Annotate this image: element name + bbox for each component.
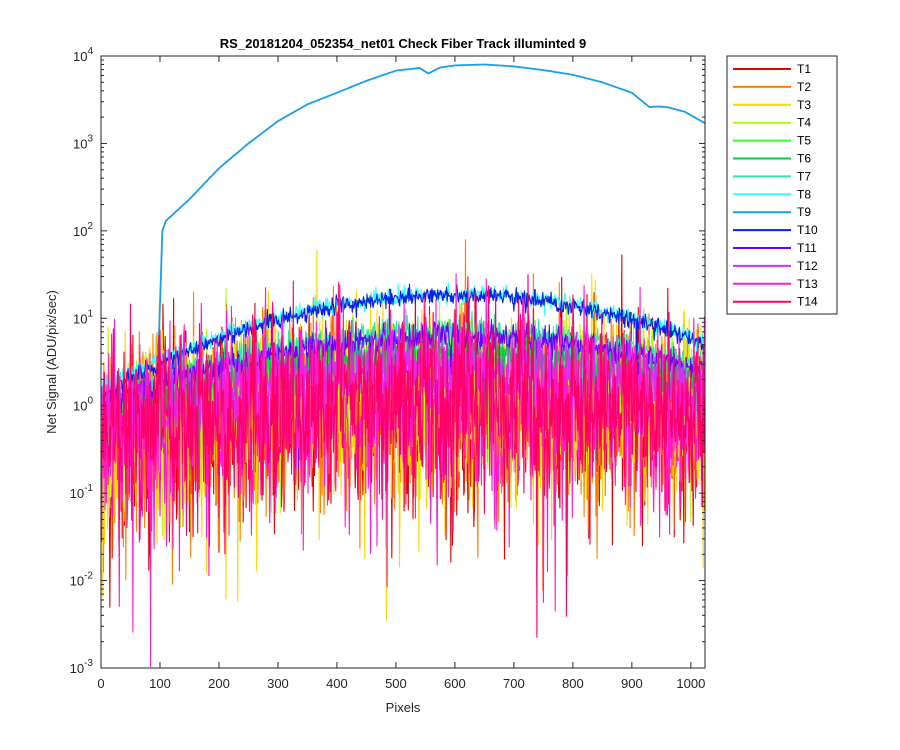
y-tick-exponent: 2 <box>87 221 93 232</box>
x-tick-label: 400 <box>326 676 348 691</box>
legend-box <box>726 55 838 315</box>
y-tick-base: 10 <box>73 224 87 239</box>
y-tick-label: 101 <box>73 308 93 326</box>
y-tick-base: 10 <box>73 49 87 64</box>
y-tick-base: 10 <box>73 136 87 151</box>
legend-label-t10: T10 <box>797 223 818 237</box>
tick-layer: 0 100 200 300 400 500 600 700 800 900 100010-310-2… <box>70 46 706 691</box>
legend-label-t14: T14 <box>797 295 818 309</box>
legend-label-t11: T11 <box>797 241 817 255</box>
x-tick-label: 0 <box>97 676 104 691</box>
y-tick-base: 10 <box>70 486 84 501</box>
legend-label-t9: T9 <box>797 205 811 219</box>
legend-label-t6: T6 <box>797 152 811 166</box>
y-tick-base: 10 <box>70 574 84 589</box>
x-tick-label: 700 <box>503 676 525 691</box>
y-tick-exponent: -1 <box>84 483 93 494</box>
x-tick-label: 900 <box>621 676 643 691</box>
y-tick-label: 103 <box>73 133 93 151</box>
y-tick-label: 104 <box>73 46 93 64</box>
legend-label-t2: T2 <box>797 80 811 94</box>
y-tick-exponent: 0 <box>87 396 93 407</box>
legend: T1 T2 T3 T4 T5 T6 T7 T8 T9 T10 T11 T12 T13 T14 <box>726 55 838 315</box>
y-tick-label: 10-2 <box>70 571 94 589</box>
y-axis-label: Net Signal (ADU/pix/sec) <box>44 290 59 434</box>
legend-label-t8: T8 <box>797 187 811 201</box>
y-tick-base: 10 <box>73 399 87 414</box>
legend-label-t1: T1 <box>797 62 811 76</box>
y-tick-exponent: 4 <box>87 46 93 57</box>
y-tick-exponent: 3 <box>87 133 93 144</box>
legend-label-t4: T4 <box>797 116 811 130</box>
y-tick-base: 10 <box>70 661 84 676</box>
legend-label-t12: T12 <box>797 259 818 273</box>
y-tick-label: 10-1 <box>70 483 94 501</box>
x-tick-label: 100 <box>149 676 171 691</box>
x-tick-label: 300 <box>267 676 289 691</box>
x-tick-label: 600 <box>444 676 466 691</box>
legend-label-t5: T5 <box>797 134 811 148</box>
x-tick-label: 800 <box>562 676 584 691</box>
x-tick-label: 1000 <box>676 676 705 691</box>
y-tick-label: 102 <box>73 221 93 239</box>
y-tick-base: 10 <box>73 311 87 326</box>
legend-label-t7: T7 <box>797 169 811 183</box>
y-tick-exponent: -3 <box>84 658 93 669</box>
legend-label-t3: T3 <box>797 98 811 112</box>
legend-label-t13: T13 <box>797 277 818 291</box>
x-axis-label: Pixels <box>386 700 421 715</box>
series-layer <box>101 63 705 668</box>
y-tick-exponent: 1 <box>87 308 93 319</box>
x-tick-label: 500 <box>385 676 407 691</box>
x-tick-label: 200 <box>208 676 230 691</box>
series-line-t9 <box>101 63 705 405</box>
series-line-t14 <box>101 274 705 638</box>
y-tick-exponent: -2 <box>84 571 93 582</box>
axes-box <box>100 55 706 669</box>
y-tick-label: 100 <box>73 396 93 414</box>
y-tick-label: 10-3 <box>70 658 94 676</box>
chart-title: RS_20181204_052354_net01 Check Fiber Tra… <box>220 36 586 51</box>
